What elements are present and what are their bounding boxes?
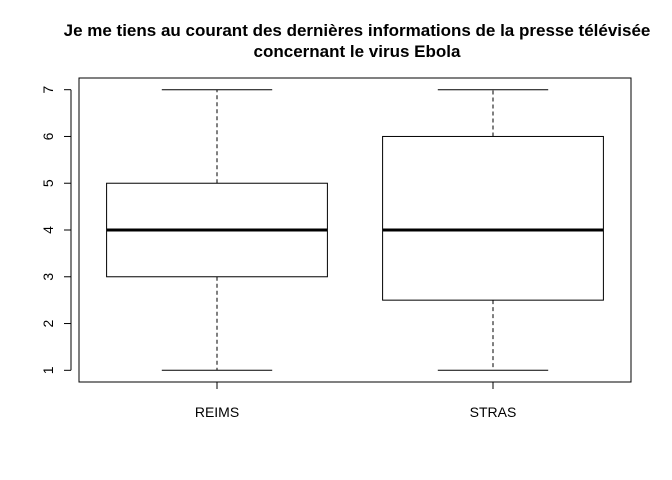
- box-group: [106, 89, 328, 371]
- y-tick-label: 4: [40, 226, 56, 234]
- box-group: [382, 89, 604, 371]
- plot-frame: [78, 77, 632, 383]
- y-tick-label: 3: [40, 273, 56, 281]
- x-tick-label: STRAS: [470, 404, 517, 420]
- chart-title-line-1: Je me tiens au courant des dernières inf…: [64, 21, 651, 40]
- x-axis: REIMS STRAS: [195, 382, 517, 420]
- chart-title-line-2: concernant le virus Ebola: [254, 42, 461, 61]
- y-tick-label: 1: [40, 366, 56, 374]
- y-tick-label: 5: [40, 179, 56, 187]
- y-tick-label: 7: [40, 86, 56, 94]
- x-tick-label: REIMS: [195, 404, 239, 420]
- boxes-layer: [106, 89, 604, 371]
- y-tick-label: 2: [40, 319, 56, 327]
- y-axis: 1 2 3 4 5 6 7: [40, 86, 72, 374]
- iqr-box: [382, 135, 604, 301]
- y-tick-label: 6: [40, 132, 56, 140]
